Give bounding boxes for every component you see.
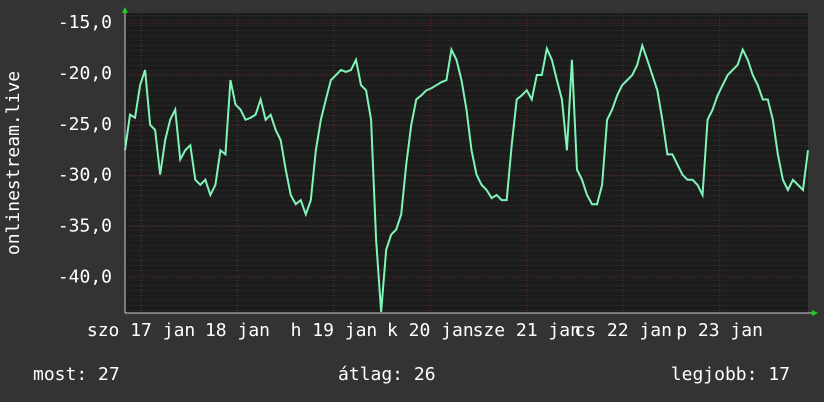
y-tick-label: -30,0 (58, 165, 112, 186)
y-tick-label: -25,0 (58, 114, 112, 135)
x-tick-label: k 20 jan (387, 320, 474, 341)
stat-current: most: 27 (33, 364, 120, 385)
plot-area (125, 13, 808, 313)
stat-max: legjobb: 17 (671, 364, 790, 385)
marks (124, 13, 809, 313)
x-arrow (812, 310, 818, 316)
x-tick-label: sze 21 jan (473, 320, 581, 341)
y-axis-label: onlinestream.live (3, 71, 24, 255)
y-tick-label: -20,0 (58, 63, 112, 84)
x-tick-label: 18 jan (205, 320, 270, 341)
y-tick-label: -40,0 (58, 266, 112, 287)
y-tick-label: -15,0 (58, 12, 112, 33)
x-tick-label: p 23 jan (676, 320, 763, 341)
line (124, 42, 809, 313)
y-tick-label: -35,0 (58, 216, 112, 237)
x-tick-label: szo 17 jan (87, 320, 195, 341)
x-tick-label: cs 22 jan (574, 320, 672, 341)
y-arrow (122, 7, 128, 13)
stat-average: átlag: 26 (338, 364, 436, 385)
x-tick-label: h 19 jan (291, 320, 378, 341)
